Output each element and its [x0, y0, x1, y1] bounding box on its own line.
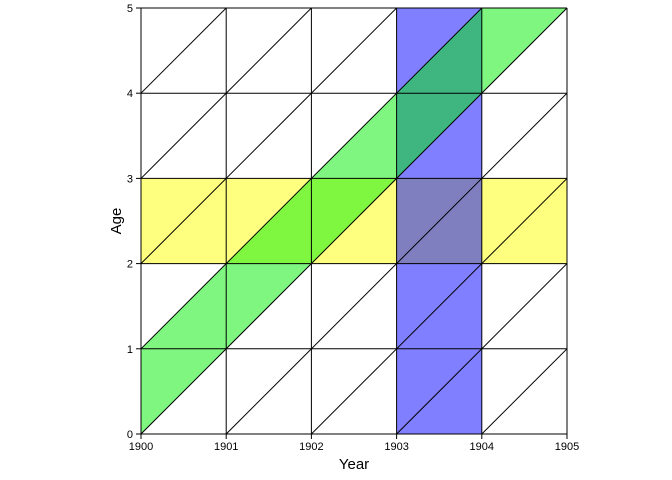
lifeline — [566, 433, 567, 434]
lifeline — [396, 262, 567, 434]
y-axis-title: Age — [108, 208, 125, 235]
y-tick-label: 5 — [127, 3, 133, 15]
lifeline — [481, 348, 567, 434]
y-tick-label: 1 — [127, 344, 133, 356]
x-tick-label: 1902 — [299, 441, 323, 453]
y-tick-label: 4 — [127, 88, 133, 100]
x-tick-label: 1905 — [555, 441, 579, 453]
x-tick-label: 1903 — [384, 441, 408, 453]
lifeline — [141, 8, 398, 265]
lifeline — [141, 8, 227, 94]
tick-labels: 1900 1901 1902 1903 1904 1905 0 1 2 3 4 5 — [127, 3, 579, 453]
x-tick-label: 1901 — [214, 441, 238, 453]
lifeline — [141, 8, 567, 434]
x-tick-label: 1900 — [129, 441, 153, 453]
x-axis-title: Year — [339, 456, 369, 473]
lifelines — [141, 8, 567, 434]
lifeline — [225, 92, 567, 434]
y-tick-label: 2 — [127, 259, 133, 271]
axes — [136, 7, 568, 439]
y-tick-label: 3 — [127, 173, 133, 185]
lifeline — [311, 177, 567, 434]
lifeline — [141, 8, 483, 350]
x-tick-label: 1904 — [470, 441, 494, 453]
y-tick-label: 0 — [127, 429, 133, 441]
